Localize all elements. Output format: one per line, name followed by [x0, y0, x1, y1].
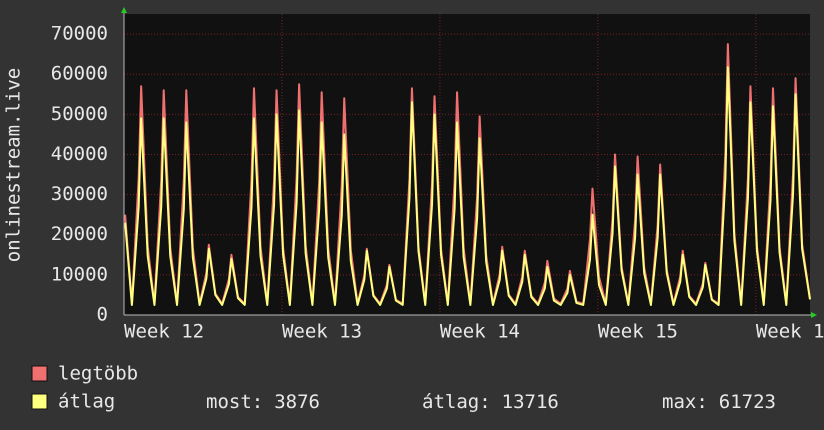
y-tick-label: 20000: [51, 223, 108, 245]
x-tick-label: Week 14: [440, 321, 520, 343]
y-tick-label: 10000: [51, 263, 108, 285]
series-line: [124, 66, 811, 306]
stat-label: most:: [206, 391, 263, 413]
y-tick-label: 60000: [51, 63, 108, 85]
stat-value: 13716: [502, 391, 559, 413]
legend-label: átlag: [58, 391, 115, 413]
legend-swatch: [31, 365, 48, 382]
x-arrow: [811, 312, 817, 318]
x-tick-label: Week 12: [124, 321, 204, 343]
plot-area: [124, 14, 810, 315]
y-tick-label: 30000: [51, 183, 108, 205]
stat-value: 3876: [274, 391, 320, 413]
y-tick-label: 0: [97, 304, 108, 326]
y-arrow: [121, 7, 127, 13]
legend-label: legtöbb: [58, 363, 138, 385]
x-tick-label: Week 16: [756, 321, 824, 343]
legend: legtöbb átlag most: 3876 átlag: 13716 max: 6172…: [31, 363, 776, 413]
stat-label: átlag:: [422, 391, 491, 413]
stat: átlag: 13716: [422, 391, 559, 413]
y-tick-label: 40000: [51, 143, 108, 165]
y-axis-label: onlinestream.live: [3, 68, 25, 262]
stat-label: max:: [662, 391, 708, 413]
x-tick-label: Week 15: [598, 321, 678, 343]
stat: most: 3876: [206, 391, 320, 413]
x-tick-label: Week 13: [282, 321, 362, 343]
stat: max: 61723: [662, 391, 776, 413]
y-tick-label: 70000: [51, 23, 108, 45]
series-lines: [124, 43, 811, 306]
stat-value: 61723: [719, 391, 776, 413]
y-tick-label: 50000: [51, 103, 108, 125]
legend-swatch: [31, 393, 48, 410]
